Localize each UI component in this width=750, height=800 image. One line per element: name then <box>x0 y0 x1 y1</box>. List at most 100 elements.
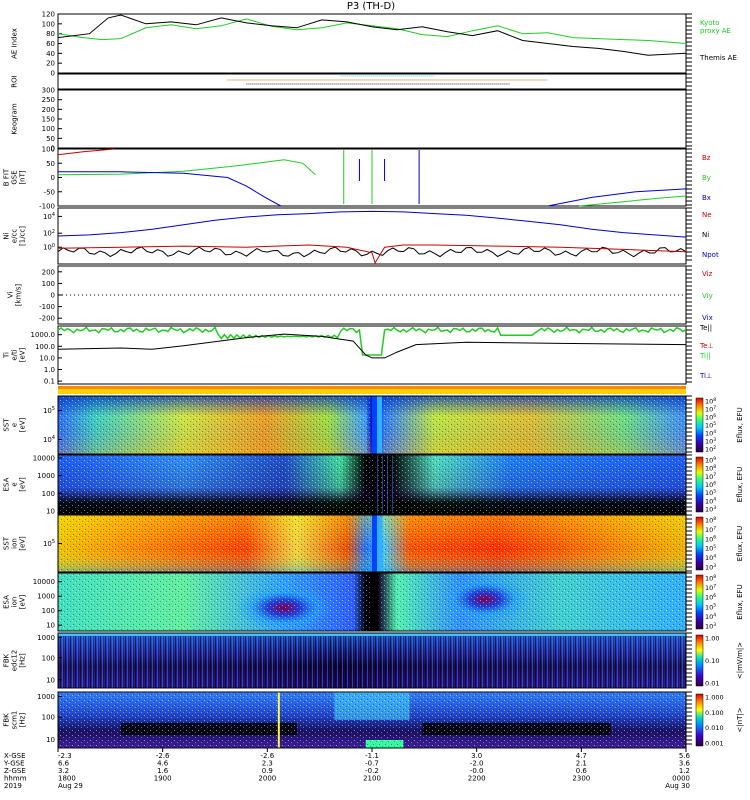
colorbar-tick-label: 109 <box>705 456 716 465</box>
y-axis-label-line: ion <box>11 538 19 549</box>
x-tick-label: 1800 <box>58 775 76 783</box>
page-title: P3 (TH-D) <box>347 1 395 12</box>
legend-bz: Bz <box>702 154 711 162</box>
y-axis-label-line: AE Index <box>11 28 19 59</box>
y-tick-label: 10 <box>46 736 55 744</box>
colorbar-tick-label: 106 <box>705 480 716 489</box>
ni-npot-line <box>57 210 687 238</box>
y-axis-label-line: B FIT <box>3 168 11 186</box>
spectrogram-sst_e <box>58 396 686 454</box>
colorbar-tick-label: 104 <box>705 497 716 506</box>
y-tick-label: 10 <box>46 508 55 516</box>
y-axis-label-line: [eV] <box>19 417 27 432</box>
legend-viz: Viz <box>702 270 713 278</box>
colorbar-tick-label: 1.000 <box>705 694 724 702</box>
y-tick-label: 200 <box>42 106 55 114</box>
y-axis-label-line: FBK <box>3 653 11 667</box>
fbk-b-texture <box>58 692 686 748</box>
y-axis-label-line: [nT] <box>19 170 27 184</box>
legend-ti-0: Te|| <box>699 324 712 332</box>
y-axis-label-esa_i: ESA ion [eV] <box>3 594 27 609</box>
y-axis-label-line: FBK <box>3 713 11 727</box>
x-tick-label: 2300 <box>572 775 590 783</box>
y-axis-label-fbk_b: FBK scm1 [Hz] <box>3 711 27 730</box>
x-tick-label: 5.6 <box>679 752 691 760</box>
colorbar-tick-label: 103 <box>705 563 716 572</box>
x-tick-label: 0.9 <box>262 767 273 775</box>
legend-npot: Npot <box>702 251 719 259</box>
colorbar-title-fbk_b: <|nT|> <box>736 707 744 732</box>
y-tick-label: 1000.0 <box>31 331 56 339</box>
colorbar-tick-label: 108 <box>705 574 716 583</box>
y-axis-label-line: e/ti <box>11 349 19 360</box>
y-tick-label: 105 <box>43 539 55 548</box>
colorbar-tick-label: 103 <box>705 505 716 514</box>
y-tick-label: 100 <box>42 714 55 722</box>
x-tick-label: 3.6 <box>679 760 691 768</box>
y-tick-label: 1000 <box>37 693 55 701</box>
x-tick-label: -2.0 <box>470 760 484 768</box>
x-tick-label: -2.3 <box>58 752 72 760</box>
x-tick-label: -0.0 <box>470 767 484 775</box>
colorbar-tick-label: 0.100 <box>705 709 724 717</box>
colorbar-sst_e <box>695 397 704 453</box>
y-axis-label-line: edc12 <box>11 650 19 672</box>
spectrogram-sst_i <box>58 515 686 572</box>
colorbar-tick-label: 106 <box>705 593 716 602</box>
colorbar-title-esa_i: Eflux, EFU <box>736 584 744 619</box>
legend-ni: Ni <box>702 231 709 239</box>
x-tick-label: 0000 <box>672 775 690 783</box>
y-tick-label: 120 <box>42 11 55 19</box>
legend-viy: Viy <box>702 292 713 300</box>
panel-frame-esa_i <box>57 572 687 632</box>
y-axis-label-line: Keogram <box>11 103 19 134</box>
colorbar-tick-label: 107 <box>705 472 716 481</box>
y-tick-label: 50 <box>46 160 55 168</box>
legend-ti-3: Ti⊥ <box>699 372 712 380</box>
y-tick-label: 150 <box>42 116 55 124</box>
colorbar-tick-label: 108 <box>705 397 716 406</box>
colorbar-esa_e <box>695 456 704 513</box>
colorbar-tick-label: 104 <box>705 554 716 563</box>
y-tick-label: 100 <box>42 280 55 288</box>
ni-ni-line <box>57 246 687 258</box>
y-axis-label-line: [eV] <box>19 594 27 609</box>
y-axis-label-fbk_e: FBK edc12 [Hz] <box>3 650 27 672</box>
legend-bx: Bx <box>702 194 711 202</box>
y-tick-label: 100.0 <box>35 343 55 351</box>
colorbar-title-text: <|nT|> <box>736 707 744 732</box>
colorbar-tick-label: 0.001 <box>705 740 724 748</box>
x-tick-label: 2.3 <box>262 760 273 768</box>
x-tick-label: 0.6 <box>576 767 588 775</box>
y-tick-label: 250 <box>42 96 55 104</box>
bfit-bx-right <box>547 188 687 207</box>
y-tick-label: 10.0 <box>39 354 55 362</box>
y-tick-label: 0 <box>51 174 55 182</box>
y-tick-label: 1000 <box>37 593 55 601</box>
axis-row-label: hhmm <box>4 775 27 783</box>
panel-frame-ti <box>57 325 687 385</box>
ae-series-0 <box>57 18 687 44</box>
x-tick-label: 1.2 <box>679 767 690 775</box>
colorbar-tick-label: 106 <box>705 413 716 422</box>
x-tick-label: -2.6 <box>260 752 274 760</box>
x-tick-label: 3.2 <box>58 767 69 775</box>
y-axis-label-line: [eV] <box>19 347 27 362</box>
y-axis-label-esa_e: ESA e [eV] <box>3 477 27 492</box>
y-axis-label-line: e <box>11 423 19 427</box>
y-tick-label: 100 <box>42 146 55 154</box>
central-gap-column <box>372 515 382 572</box>
legend-by: By <box>702 174 711 182</box>
x-tick-label: 1900 <box>154 775 172 783</box>
y-tick-label: 100 <box>43 243 55 252</box>
y-tick-label: 105 <box>43 406 55 415</box>
fbk-e-stripes <box>58 633 686 688</box>
y-tick-label: 20 <box>46 60 55 68</box>
y-tick-label: 100 <box>42 607 55 615</box>
y-tick-label: 100 <box>42 654 55 662</box>
colorbar-tick-label: 105 <box>705 421 716 430</box>
y-axis-label-keogram: Keogram <box>11 103 19 134</box>
y-tick-label: 60 <box>46 40 55 48</box>
y-tick-label: 1000 <box>37 472 55 480</box>
